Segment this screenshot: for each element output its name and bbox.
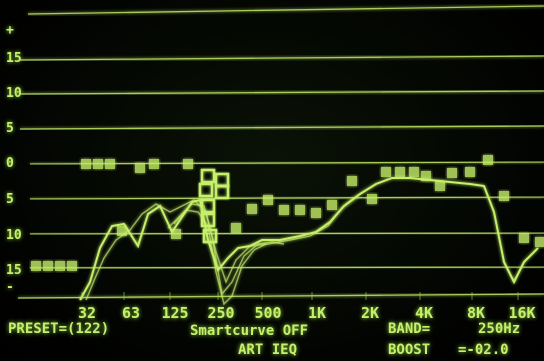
- boost-label: BOOST: [388, 342, 431, 358]
- band-marker-31: [519, 233, 529, 243]
- x-label-8k: 8K: [466, 304, 486, 322]
- band-marker-16: [279, 205, 289, 215]
- band-value: 250Hz: [478, 321, 521, 337]
- band-marker-30: [499, 191, 509, 201]
- band-marker-32: [535, 237, 544, 247]
- band-marker-6: [93, 159, 103, 169]
- band-marker-11: [117, 226, 127, 236]
- band-marker-13: [231, 223, 241, 233]
- y-label-minus: -: [6, 280, 14, 295]
- selected-band-marker-2: [214, 172, 230, 188]
- band-marker-29: [483, 155, 493, 165]
- x-label-2k: 2K: [360, 304, 380, 322]
- x-label-4k: 4K: [414, 304, 434, 322]
- boost-value: =-02.0: [458, 342, 509, 358]
- preset-readout: PRESET=(122): [8, 321, 110, 337]
- y-label-10-bottom: 10: [6, 228, 22, 243]
- y-label-plus: +: [6, 23, 14, 38]
- grid-line-3: [19, 90, 544, 95]
- smartcurve-status: Smartcurve OFF: [190, 323, 309, 339]
- y-label-10-top: 10: [6, 86, 22, 101]
- band-marker-27: [447, 168, 457, 178]
- x-label-32: 32: [77, 304, 97, 322]
- band-marker-22: [381, 167, 391, 177]
- x-label-250: 250: [207, 304, 235, 322]
- band-marker-21: [367, 194, 377, 204]
- band-marker-10: [183, 159, 193, 169]
- band-marker-12: [171, 229, 181, 239]
- selected-band-marker-3: [198, 182, 214, 198]
- y-label-0: 0: [6, 156, 14, 171]
- band-marker-7: [105, 159, 115, 169]
- band-marker-28: [465, 167, 475, 177]
- band-marker-26: [435, 181, 445, 191]
- band-marker-17: [295, 205, 305, 215]
- x-label-63: 63: [121, 304, 141, 322]
- selected-band-marker-1: [200, 168, 216, 184]
- eq-curve-1: [79, 177, 539, 301]
- grid-line-4: [19, 125, 544, 130]
- band-marker-25: [421, 171, 431, 181]
- band-marker-20: [347, 176, 357, 186]
- band-marker-5: [81, 159, 91, 169]
- y-label-5-top: 5: [6, 121, 14, 136]
- grid-line-1: [27, 5, 544, 15]
- selected-band-marker-4: [214, 184, 230, 200]
- y-label-5-bottom: 5: [6, 192, 14, 207]
- eq-curve-4: [173, 209, 267, 306]
- grid-line-9: [17, 293, 544, 299]
- selected-band-marker-7: [202, 228, 218, 244]
- grid-line-8: [29, 266, 544, 269]
- band-marker-4: [67, 261, 77, 271]
- band-marker-24: [409, 167, 419, 177]
- grid-line-6: [29, 196, 544, 200]
- grid-line-5: [29, 161, 544, 165]
- band-marker-23: [395, 167, 405, 177]
- selected-band-marker-5: [200, 198, 216, 214]
- x-label-500: 500: [254, 304, 282, 322]
- x-label-125: 125: [161, 304, 189, 322]
- band-marker-9: [149, 159, 159, 169]
- band-label: BAND=: [388, 321, 431, 337]
- app-title: ART IEQ: [238, 342, 298, 358]
- grid-line-7: [29, 232, 544, 235]
- band-marker-8: [135, 163, 145, 173]
- selected-band-marker-6: [200, 212, 216, 228]
- band-marker-3: [55, 261, 65, 271]
- grid-line-2: [19, 55, 544, 61]
- band-marker-2: [43, 261, 53, 271]
- band-marker-15: [263, 195, 273, 205]
- band-marker-14: [247, 204, 257, 214]
- band-marker-19: [327, 200, 337, 210]
- band-marker-1: [31, 261, 41, 271]
- x-label-1k: 1K: [307, 304, 327, 322]
- y-label-15-top: 15: [6, 51, 22, 66]
- x-label-16k: 16K: [508, 304, 536, 322]
- y-label-15-bottom: 15: [6, 263, 22, 278]
- band-marker-18: [311, 208, 321, 218]
